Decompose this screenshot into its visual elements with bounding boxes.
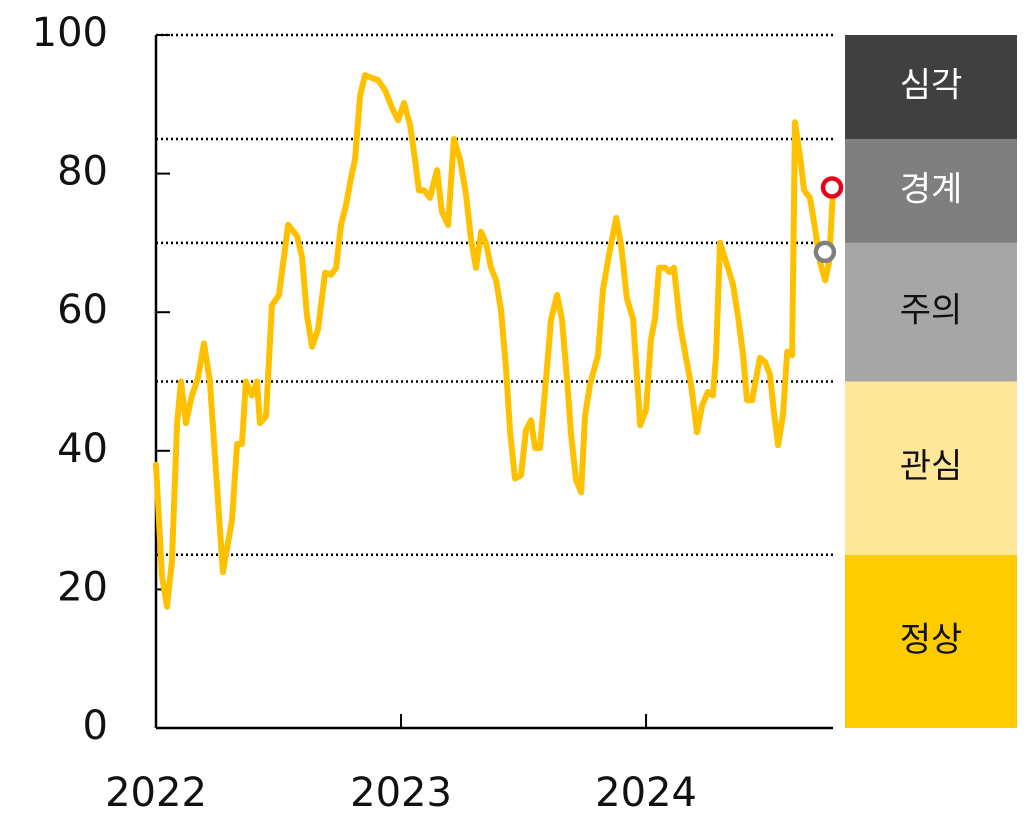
x-tick-label: 2023 — [350, 770, 452, 816]
band — [845, 35, 1017, 139]
line-series — [153, 72, 836, 610]
band — [845, 138, 1017, 243]
y-tick-label: 40 — [57, 426, 108, 472]
band-label: 관심 — [900, 447, 963, 487]
band-label: 정상 — [900, 620, 963, 660]
y-tick-label: 80 — [57, 149, 108, 195]
band-label: 심각 — [900, 65, 963, 105]
band-label: 경계 — [900, 169, 963, 209]
x-tick-label: 2024 — [595, 770, 697, 816]
band-label: 주의 — [900, 291, 963, 331]
marker — [813, 240, 837, 264]
band — [845, 242, 1017, 382]
band — [845, 554, 1017, 728]
marker — [820, 176, 844, 199]
x-tick-label: 2022 — [105, 770, 207, 816]
band — [845, 381, 1017, 555]
y-tick-label: 0 — [83, 703, 108, 749]
y-tick-label: 60 — [57, 287, 108, 333]
y-tick-label: 100 — [32, 10, 108, 56]
y-tick-label: 20 — [57, 564, 108, 610]
